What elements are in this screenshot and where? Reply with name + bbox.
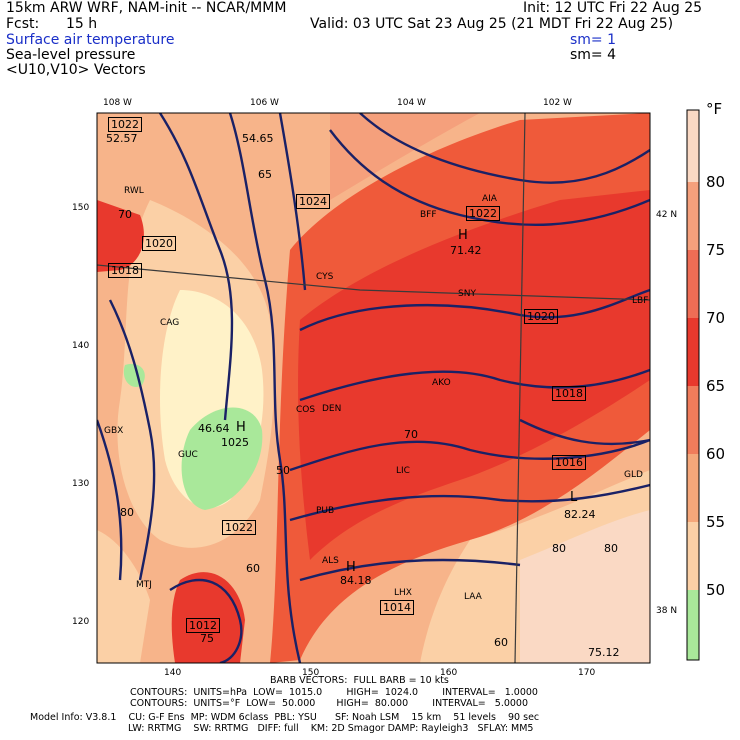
state-borders xyxy=(97,113,650,663)
lon-label-108w: 108 W xyxy=(103,98,132,108)
lat-label-40n: 40 N xyxy=(656,408,678,418)
pressure-box: 1024 xyxy=(296,194,330,209)
pressure-box: 1025 xyxy=(221,436,249,449)
isobars xyxy=(97,113,650,663)
temp-label: 60 xyxy=(246,562,260,575)
field-vectors: <U10,V10> Vectors xyxy=(6,62,146,78)
temp-label: 70 xyxy=(404,428,418,441)
station-label: LIC xyxy=(396,466,410,476)
station-label: DEN xyxy=(322,404,342,414)
pressure-symbol: L xyxy=(570,490,578,505)
station-label: GBX xyxy=(104,426,124,436)
grid-label-x170: 170 xyxy=(578,668,596,678)
temp-label: 75 xyxy=(200,632,214,645)
pressure-box: 1012 xyxy=(186,618,220,633)
station-label: CAG xyxy=(160,318,180,328)
temp-label: 46.64 xyxy=(198,422,230,435)
field-surface-temp: Surface air temperature xyxy=(6,32,175,48)
station-label: CYS xyxy=(316,272,334,282)
temp-label: 52.57 xyxy=(106,132,138,145)
temperature-colorbar xyxy=(686,109,700,661)
temp-label: 84.18 xyxy=(340,574,372,587)
station-label: LHX xyxy=(394,588,412,598)
station-label: LBF xyxy=(632,296,649,306)
pressure-symbol: H xyxy=(236,420,246,435)
station-label: MTJ xyxy=(136,580,152,590)
pressure-symbol: H xyxy=(458,228,468,243)
station-label: ALS xyxy=(322,556,339,566)
pressure-box: 1022 xyxy=(466,206,500,221)
station-label: BFF xyxy=(420,210,437,220)
grid-label-x150: 150 xyxy=(302,668,320,678)
lon-label-104w: 104 W xyxy=(397,98,426,108)
footer-model-info-2: LW: RRTMG SW: RRTMG DIFF: full KM: 2D Sm… xyxy=(128,723,534,734)
footer-contours-f: CONTOURS: UNITS=°F LOW= 50.000 HIGH= 80.… xyxy=(130,698,529,709)
footer-model-info: Model Info: V3.8.1 CU: G-F Ens MP: WDM 6… xyxy=(30,712,540,723)
field-surface-temp-sm: sm= 1 xyxy=(570,32,617,48)
pressure-box: 1016 xyxy=(552,455,586,470)
pressure-box: 1020 xyxy=(524,309,558,324)
temp-label: 65 xyxy=(258,168,272,181)
pressure-symbol: H xyxy=(346,560,356,575)
temp-label: 80 xyxy=(120,506,134,519)
lat-label-38n: 38 N xyxy=(656,606,678,616)
temp-label: 70 xyxy=(118,208,132,221)
pressure-box: 1022 xyxy=(108,117,142,132)
temp-label: 80 xyxy=(552,542,566,555)
forecast-hour: 15 h xyxy=(66,16,98,32)
lat-label-42n: 42 N xyxy=(656,210,678,220)
forecast-label: Fcst: xyxy=(6,16,40,32)
colorbar-label: 65 xyxy=(706,377,726,395)
grid-label-120: 120 xyxy=(72,617,90,627)
station-label: COS xyxy=(296,405,316,415)
pressure-box: 1018 xyxy=(108,263,142,278)
map-frame xyxy=(96,112,651,664)
valid-time: Valid: 03 UTC Sat 23 Aug 25 (21 MDT Fri … xyxy=(310,16,674,32)
pressure-box: 1014 xyxy=(380,600,414,615)
field-slp: Sea-level pressure xyxy=(6,47,136,63)
init-time: Init: 12 UTC Fri 22 Aug 25 xyxy=(523,0,703,16)
colorbar-label: 80 xyxy=(706,173,726,191)
temp-label: 60 xyxy=(494,636,508,649)
temp-label: 80 xyxy=(604,542,618,555)
footer-barb: BARB VECTORS: FULL BARB = 10 kts xyxy=(270,675,449,686)
lon-label-102w: 102 W xyxy=(543,98,572,108)
station-label: RWL xyxy=(124,186,144,196)
field-slp-sm: sm= 4 xyxy=(570,47,617,63)
station-label: GUC xyxy=(178,450,198,460)
pressure-box: 1020 xyxy=(142,236,176,251)
temp-label: 75.12 xyxy=(588,646,620,659)
pressure-box: 1022 xyxy=(222,520,256,535)
colorbar-label: 75 xyxy=(706,241,726,259)
grid-label-130: 130 xyxy=(72,479,90,489)
grid-label-150: 150 xyxy=(72,203,90,213)
temp-label: 71.42 xyxy=(450,244,482,257)
colorbar-unit: °F xyxy=(706,100,723,118)
colorbar-label: 60 xyxy=(706,445,726,463)
footer-contours-hpa: CONTOURS: UNITS=hPa LOW= 1015.0 HIGH= 10… xyxy=(130,687,538,698)
colorbar-label: 55 xyxy=(706,513,726,531)
grid-label-140: 140 xyxy=(72,341,90,351)
colorbar-label: 50 xyxy=(706,581,726,599)
station-label: GLD xyxy=(624,470,643,480)
temp-label: 50 xyxy=(276,464,290,477)
temp-label: 54.65 xyxy=(242,132,274,145)
grid-label-x140: 140 xyxy=(164,668,182,678)
station-label: LAA xyxy=(464,592,482,602)
station-label: AIA xyxy=(482,194,497,204)
colorbar-label: 70 xyxy=(706,309,726,327)
station-label: AKO xyxy=(432,378,451,388)
grid-label-x160: 160 xyxy=(440,668,458,678)
pressure-box: 1018 xyxy=(552,386,586,401)
lon-label-106w: 106 W xyxy=(250,98,279,108)
model-title: 15km ARW WRF, NAM-init -- NCAR/MMM xyxy=(6,0,287,16)
temp-label: 82.24 xyxy=(564,508,596,521)
station-label: SNY xyxy=(458,289,476,299)
station-label: PUB xyxy=(316,506,335,516)
